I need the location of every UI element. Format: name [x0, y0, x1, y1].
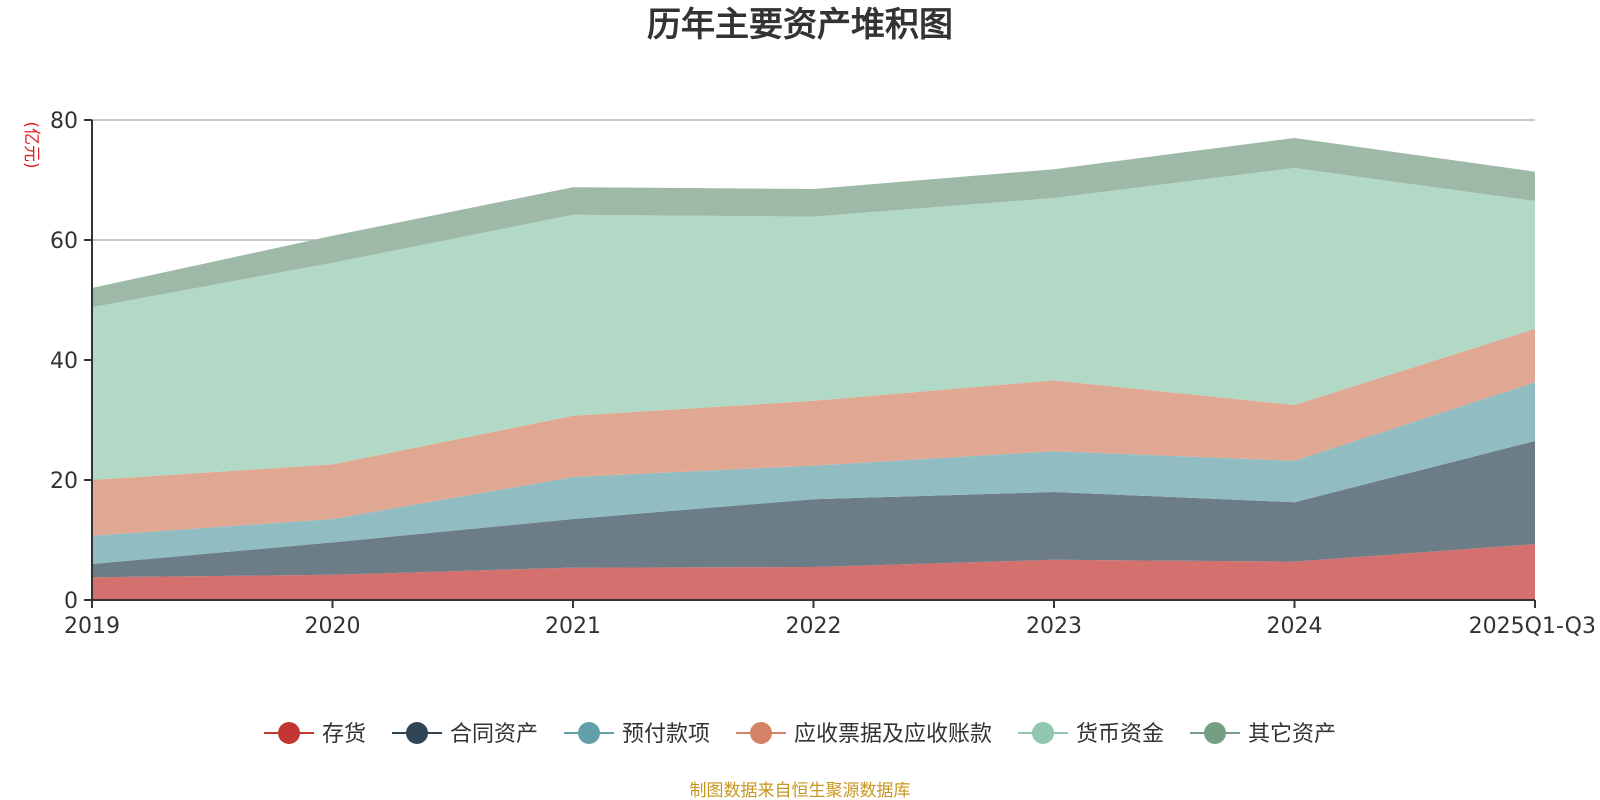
- legend-item-5[interactable]: 其它资产: [1190, 722, 1336, 747]
- legend-label-0: 存货: [322, 722, 366, 747]
- x-tick-label-1: 2020: [305, 614, 361, 639]
- x-tick-label-0: 2019: [64, 614, 120, 639]
- legend-item-4[interactable]: 货币资金: [1018, 722, 1164, 747]
- legend-marker-0: [278, 722, 300, 744]
- legend-marker-1: [406, 722, 428, 744]
- legend-label-3: 应收票据及应收账款: [794, 722, 992, 747]
- legend-label-5: 其它资产: [1248, 722, 1336, 747]
- y-tick-label-20: 20: [50, 469, 78, 494]
- legend-marker-2: [578, 722, 600, 744]
- legend-item-1[interactable]: 合同资产: [392, 722, 538, 747]
- legend-item-3[interactable]: 应收票据及应收账款: [736, 722, 992, 747]
- y-tick-label-40: 40: [50, 349, 78, 374]
- x-tick-label-6: 2025Q1-Q3: [1469, 614, 1596, 639]
- legend-label-1: 合同资产: [450, 722, 538, 747]
- x-tick-label-2: 2021: [545, 614, 601, 639]
- y-tick-label-0: 0: [64, 589, 78, 614]
- stacked-area-chart: 历年主要资产堆积图 (亿元) 0 20 40 60 80 2019 2020 2021 2022…: [0, 0, 1600, 800]
- legend-item-2[interactable]: 预付款项: [564, 722, 710, 747]
- legend-label-2: 预付款项: [622, 722, 710, 747]
- legend-marker-3: [750, 722, 772, 744]
- x-tick-label-3: 2022: [786, 614, 842, 639]
- legend[interactable]: 存货 合同资产 预付款项 应收票据及应收账款 货币资金 其它资产: [264, 722, 1336, 747]
- y-axis-unit-label: (亿元): [21, 121, 41, 168]
- legend-item-0[interactable]: 存货: [264, 722, 366, 747]
- legend-label-4: 货币资金: [1076, 722, 1164, 747]
- y-tick-label-80: 80: [50, 109, 78, 134]
- y-tick-label-60: 60: [50, 229, 78, 254]
- legend-marker-4: [1032, 722, 1054, 744]
- legend-marker-5: [1204, 722, 1226, 744]
- x-tick-label-4: 2023: [1026, 614, 1082, 639]
- chart-title: 历年主要资产堆积图: [647, 5, 953, 45]
- x-tick-label-5: 2024: [1267, 614, 1323, 639]
- source-note: 制图数据来自恒生聚源数据库: [690, 781, 911, 800]
- area-series-group: [92, 138, 1535, 600]
